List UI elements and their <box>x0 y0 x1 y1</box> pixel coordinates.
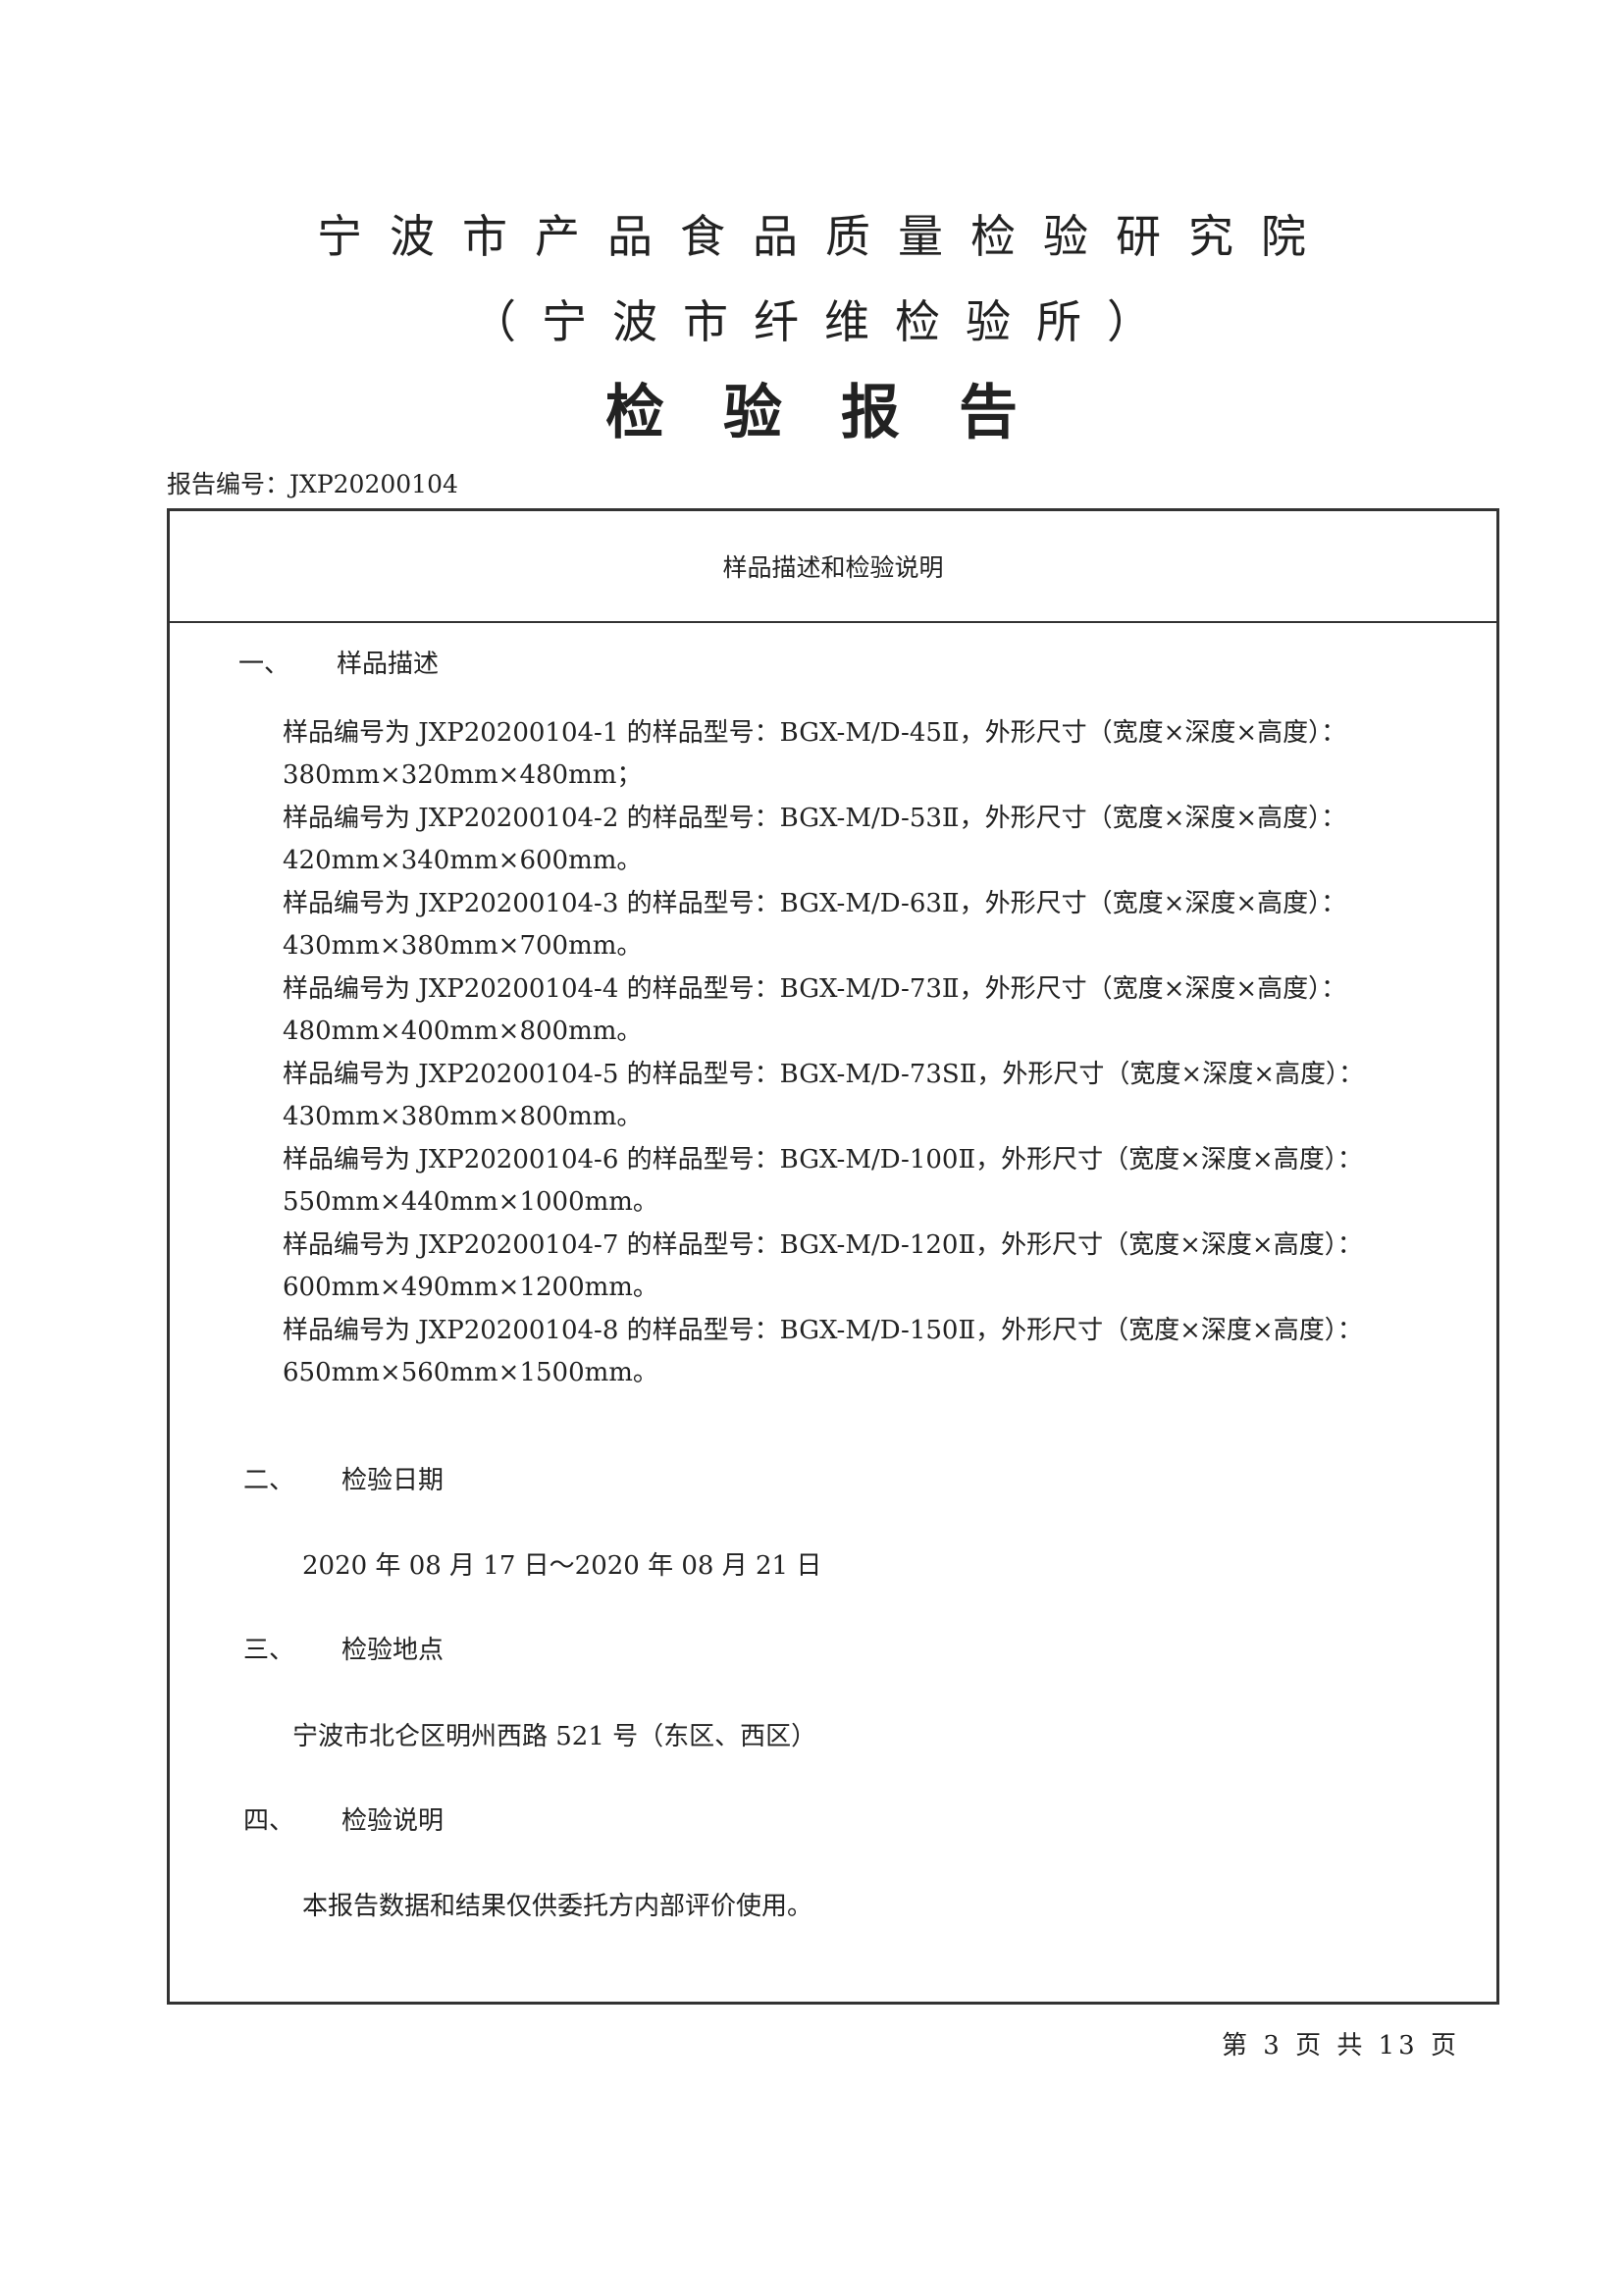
section-heading-2: 二、 检验日期 <box>243 1466 445 1495</box>
sample-description: 样品编号为 JXP20200104-3 的样品型号：BGX-M/D-63Ⅱ，外形… <box>283 889 1347 918</box>
sample-description: 样品编号为 JXP20200104-7 的样品型号：BGX-M/D-120Ⅱ，外… <box>283 1230 1363 1260</box>
sample-size: 430mm×380mm×700mm。 <box>283 931 643 961</box>
sample-description: 样品编号为 JXP20200104-1 的样品型号：BGX-M/D-45Ⅱ，外形… <box>283 718 1347 748</box>
section-heading-1: 一、 样品描述 <box>238 650 440 679</box>
page-number: 第 3 页 共 13 页 <box>1222 2031 1460 2061</box>
sample-description: 样品编号为 JXP20200104-6 的样品型号：BGX-M/D-100Ⅱ，外… <box>283 1145 1363 1174</box>
inspection-location: 宁波市北仑区明州西路 521 号（东区、西区） <box>292 1722 817 1751</box>
sample-description: 样品编号为 JXP20200104-4 的样品型号：BGX-M/D-73Ⅱ，外形… <box>283 974 1347 1004</box>
sample-description: 样品编号为 JXP20200104-2 的样品型号：BGX-M/D-53Ⅱ，外形… <box>283 804 1347 833</box>
sample-size: 550mm×440mm×1000mm。 <box>283 1187 658 1217</box>
sample-description: 样品编号为 JXP20200104-8 的样品型号：BGX-M/D-150Ⅱ，外… <box>283 1316 1363 1345</box>
sample-size: 600mm×490mm×1200mm。 <box>283 1273 658 1302</box>
sample-size: 420mm×340mm×600mm。 <box>283 846 643 875</box>
sample-description: 样品编号为 JXP20200104-5 的样品型号：BGX-M/D-73SⅡ，外… <box>283 1060 1364 1089</box>
inspection-date: 2020 年 08 月 17 日～2020 年 08 月 21 日 <box>302 1551 822 1581</box>
sub-institute-name: （宁波市纤维检验所） <box>471 295 1178 348</box>
sample-size: 430mm×380mm×800mm。 <box>283 1102 643 1131</box>
report-title: 检验报告 <box>605 379 1076 447</box>
sample-size: 650mm×560mm×1500mm。 <box>283 1358 658 1387</box>
box-title: 样品描述和检验说明 <box>170 511 1496 623</box>
report-number: 报告编号：JXP20200104 <box>167 470 458 498</box>
content-box: 样品描述和检验说明 一、 样品描述 样品编号为 JXP20200104-1 的样品… <box>167 508 1499 2005</box>
sample-size: 480mm×400mm×800mm。 <box>283 1017 643 1046</box>
inspection-note: 本报告数据和结果仅供委托方内部评价使用。 <box>302 1892 813 1921</box>
sample-size: 380mm×320mm×480mm； <box>283 760 643 790</box>
section-heading-3: 三、 检验地点 <box>243 1636 445 1665</box>
section-heading-4: 四、 检验说明 <box>243 1806 445 1836</box>
institute-name: 宁波市产品食品质量检验研究院 <box>317 210 1334 263</box>
